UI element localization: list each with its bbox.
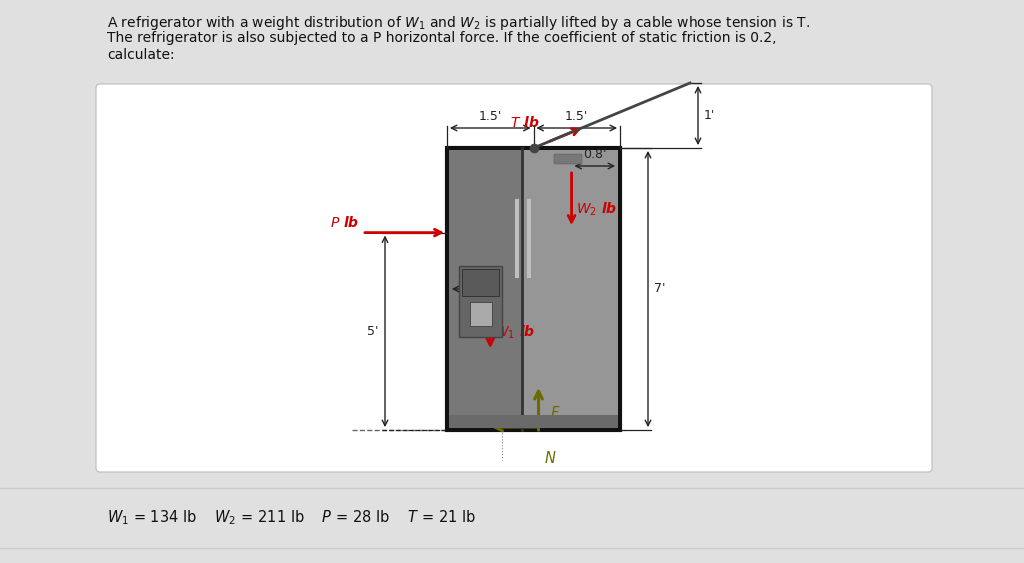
- Bar: [459, 266, 503, 337]
- FancyBboxPatch shape: [96, 84, 932, 472]
- Text: $T$ lb: $T$ lb: [510, 115, 540, 130]
- Bar: [524, 150, 618, 428]
- Text: $N$: $N$: [544, 450, 556, 466]
- Bar: [449, 415, 618, 428]
- Text: 0.8': 0.8': [457, 271, 480, 284]
- Bar: [449, 150, 521, 428]
- Text: A refrigerator with a weight distribution of $W_1$ and $W_2$ is partially lifted: A refrigerator with a weight distributio…: [106, 14, 810, 32]
- Text: 1': 1': [705, 109, 716, 122]
- Text: 1.5': 1.5': [478, 110, 502, 123]
- Text: The refrigerator is also subjected to a P horizontal force. If the coefficient o: The refrigerator is also subjected to a …: [106, 31, 776, 45]
- Text: 0.8': 0.8': [583, 148, 606, 161]
- Text: $P$ lb: $P$ lb: [330, 215, 359, 230]
- Bar: [447, 148, 620, 430]
- Text: 5': 5': [368, 325, 379, 338]
- Text: $W_1$ lb: $W_1$ lb: [495, 323, 536, 341]
- Bar: [527, 199, 531, 278]
- Bar: [554, 154, 583, 164]
- Bar: [462, 270, 500, 296]
- Text: 1.5': 1.5': [565, 110, 589, 123]
- Bar: [470, 302, 492, 327]
- Bar: [515, 199, 519, 278]
- Text: $F$: $F$: [551, 405, 561, 421]
- Text: $W_1$ = 134 lb    $W_2$ = 211 lb    $P$ = 28 lb    $T$ = 21 lb: $W_1$ = 134 lb $W_2$ = 211 lb $P$ = 28 l…: [106, 508, 476, 528]
- Text: $W_2$ lb: $W_2$ lb: [575, 200, 616, 218]
- Text: 7': 7': [654, 283, 666, 296]
- Text: calculate:: calculate:: [106, 48, 175, 62]
